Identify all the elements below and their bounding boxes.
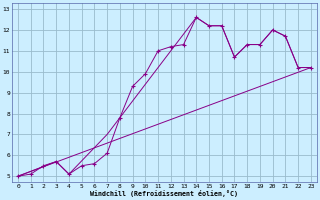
X-axis label: Windchill (Refroidissement éolien,°C): Windchill (Refroidissement éolien,°C) (91, 190, 238, 197)
